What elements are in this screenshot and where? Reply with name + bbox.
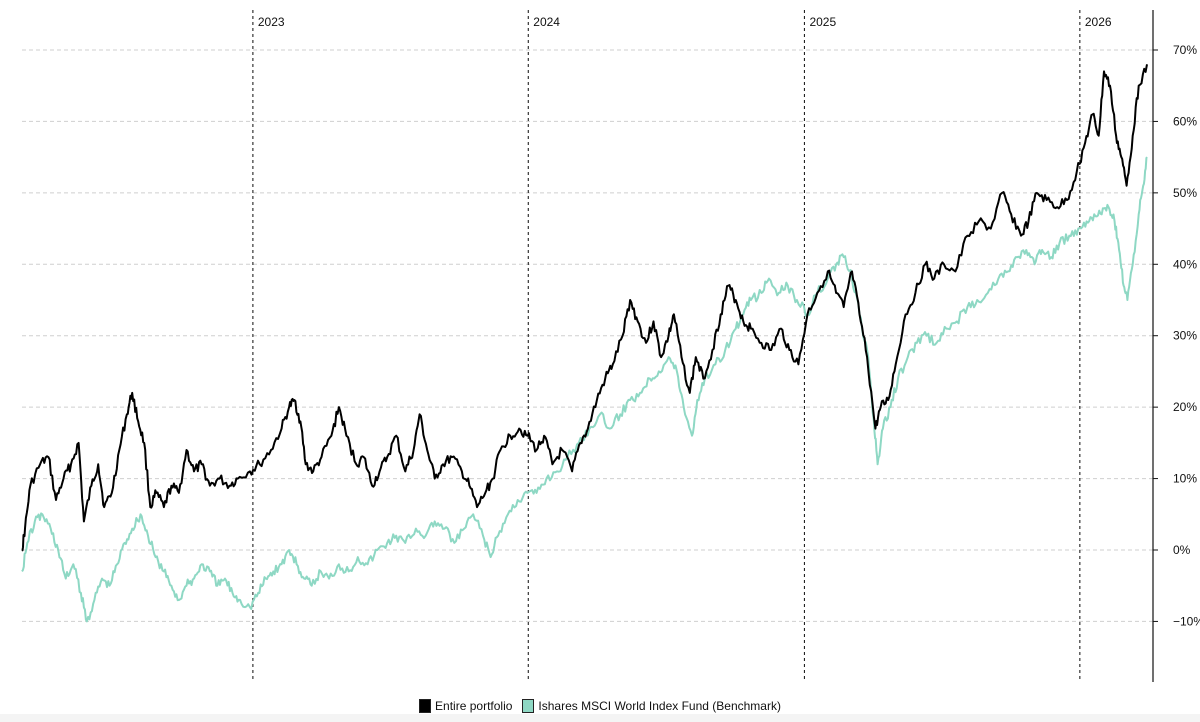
y-tick-label: −10% [1173, 614, 1200, 628]
y-tick-label: 40% [1173, 257, 1197, 271]
legend-item-benchmark[interactable]: Ishares MSCI World Index Fund (Benchmark… [522, 699, 781, 713]
year-marker-label: 2026 [1085, 15, 1112, 29]
legend-item-portfolio[interactable]: Entire portfolio [419, 699, 512, 713]
y-tick-label: 0% [1173, 543, 1191, 557]
line-chart: 2023 2024 2025 2026 −10% 0% 10% 20% 30% 40% 50% 60… [21, 10, 1200, 682]
series-line-benchmark [21, 156, 1148, 623]
year-marker-label: 2025 [809, 15, 836, 29]
legend-swatch-benchmark [522, 699, 535, 713]
chart-gridlines [22, 49, 1153, 622]
y-tick-label: 70% [1173, 43, 1197, 57]
year-marker-label: 2023 [258, 15, 285, 29]
chart-series [21, 64, 1148, 623]
year-marker-label: 2024 [533, 15, 560, 29]
series-line-portfolio [21, 64, 1148, 552]
y-tick-label: 20% [1173, 400, 1197, 414]
y-tick-label: 30% [1173, 329, 1197, 343]
footer-strip [0, 714, 1200, 722]
y-tick-label: 60% [1173, 114, 1197, 128]
legend-label-benchmark: Ishares MSCI World Index Fund (Benchmark… [538, 699, 781, 713]
year-markers: 2023 2024 2025 2026 [252, 10, 1112, 682]
y-tick-label: 50% [1173, 186, 1197, 200]
y-tick-label: 10% [1173, 472, 1197, 486]
legend-swatch-portfolio [419, 699, 432, 713]
chart-legend: Entire portfolio Ishares MSCI World Inde… [0, 690, 1200, 722]
legend-label-portfolio: Entire portfolio [435, 699, 513, 713]
y-axis: −10% 0% 10% 20% 30% 40% 50% 60% 70% [1152, 10, 1200, 682]
